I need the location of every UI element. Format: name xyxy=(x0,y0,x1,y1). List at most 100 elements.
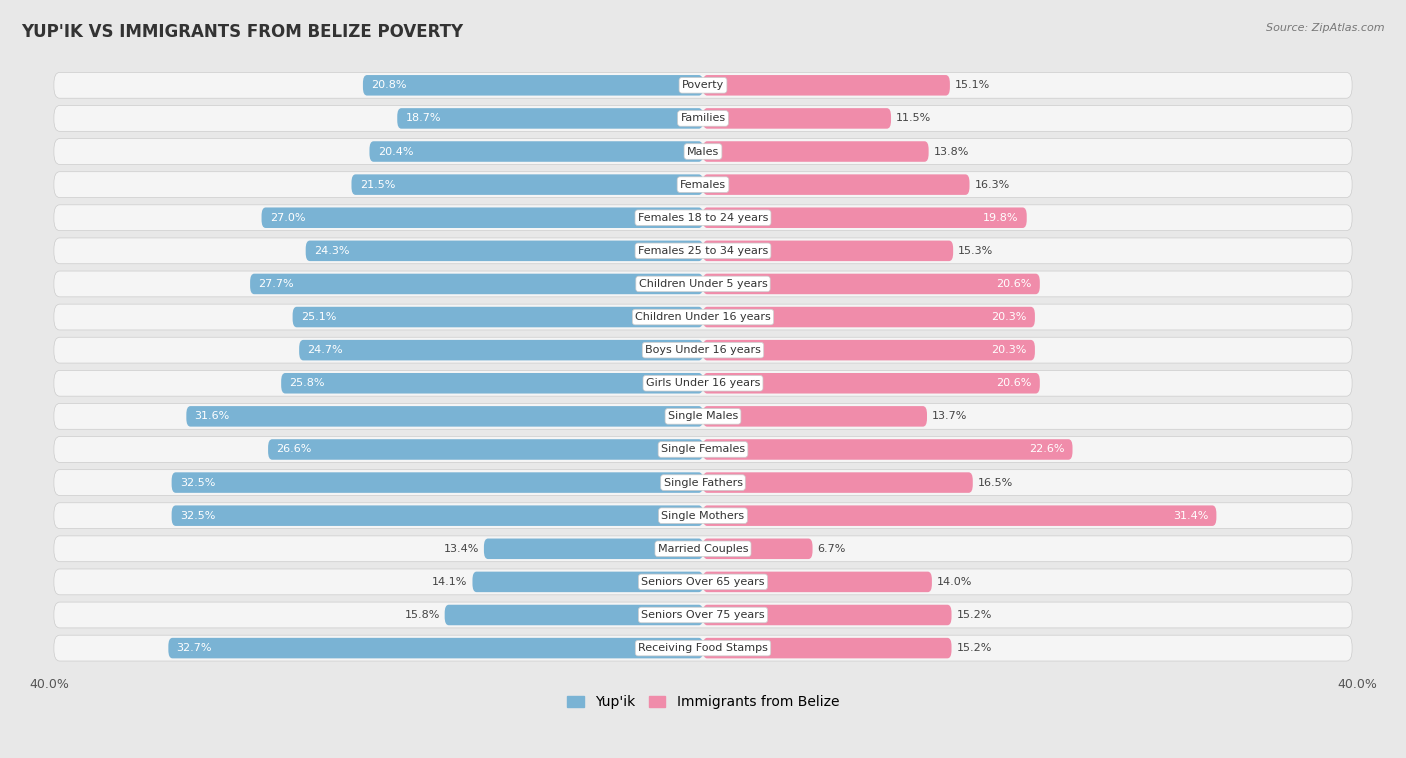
Text: 20.4%: 20.4% xyxy=(378,146,413,156)
FancyBboxPatch shape xyxy=(703,75,950,96)
Text: 24.7%: 24.7% xyxy=(308,345,343,356)
Text: Married Couples: Married Couples xyxy=(658,543,748,554)
Text: Single Fathers: Single Fathers xyxy=(664,478,742,487)
Text: 21.5%: 21.5% xyxy=(360,180,395,190)
Text: Children Under 5 years: Children Under 5 years xyxy=(638,279,768,289)
Text: Females 18 to 24 years: Females 18 to 24 years xyxy=(638,213,768,223)
FancyBboxPatch shape xyxy=(703,108,891,129)
FancyBboxPatch shape xyxy=(472,572,703,592)
FancyBboxPatch shape xyxy=(53,238,1353,264)
FancyBboxPatch shape xyxy=(703,538,813,559)
Text: 14.0%: 14.0% xyxy=(936,577,972,587)
Text: Males: Males xyxy=(688,146,718,156)
FancyBboxPatch shape xyxy=(250,274,703,294)
FancyBboxPatch shape xyxy=(703,240,953,261)
FancyBboxPatch shape xyxy=(703,174,970,195)
Text: 11.5%: 11.5% xyxy=(896,114,931,124)
Text: 24.3%: 24.3% xyxy=(314,246,349,256)
Text: Seniors Over 65 years: Seniors Over 65 years xyxy=(641,577,765,587)
Text: 15.8%: 15.8% xyxy=(405,610,440,620)
FancyBboxPatch shape xyxy=(53,73,1353,99)
FancyBboxPatch shape xyxy=(305,240,703,261)
Text: Single Mothers: Single Mothers xyxy=(661,511,745,521)
FancyBboxPatch shape xyxy=(703,208,1026,228)
FancyBboxPatch shape xyxy=(352,174,703,195)
Text: 15.1%: 15.1% xyxy=(955,80,990,90)
Text: Females: Females xyxy=(681,180,725,190)
FancyBboxPatch shape xyxy=(172,506,703,526)
Text: Poverty: Poverty xyxy=(682,80,724,90)
FancyBboxPatch shape xyxy=(172,472,703,493)
Text: Single Males: Single Males xyxy=(668,412,738,421)
FancyBboxPatch shape xyxy=(53,139,1353,164)
Text: 32.5%: 32.5% xyxy=(180,478,215,487)
FancyBboxPatch shape xyxy=(484,538,703,559)
FancyBboxPatch shape xyxy=(53,105,1353,131)
FancyBboxPatch shape xyxy=(53,569,1353,595)
FancyBboxPatch shape xyxy=(53,205,1353,230)
FancyBboxPatch shape xyxy=(703,439,1073,460)
Text: 15.3%: 15.3% xyxy=(957,246,993,256)
Text: 27.7%: 27.7% xyxy=(259,279,294,289)
Text: Girls Under 16 years: Girls Under 16 years xyxy=(645,378,761,388)
FancyBboxPatch shape xyxy=(53,304,1353,330)
FancyBboxPatch shape xyxy=(703,605,952,625)
FancyBboxPatch shape xyxy=(53,403,1353,429)
Text: Females 25 to 34 years: Females 25 to 34 years xyxy=(638,246,768,256)
FancyBboxPatch shape xyxy=(53,602,1353,628)
Text: YUP'IK VS IMMIGRANTS FROM BELIZE POVERTY: YUP'IK VS IMMIGRANTS FROM BELIZE POVERTY xyxy=(21,23,463,41)
FancyBboxPatch shape xyxy=(53,337,1353,363)
Text: Single Females: Single Females xyxy=(661,444,745,455)
Text: Seniors Over 75 years: Seniors Over 75 years xyxy=(641,610,765,620)
FancyBboxPatch shape xyxy=(187,406,703,427)
FancyBboxPatch shape xyxy=(281,373,703,393)
Text: Source: ZipAtlas.com: Source: ZipAtlas.com xyxy=(1267,23,1385,33)
FancyBboxPatch shape xyxy=(53,172,1353,198)
Text: 15.2%: 15.2% xyxy=(956,610,991,620)
FancyBboxPatch shape xyxy=(444,605,703,625)
FancyBboxPatch shape xyxy=(703,572,932,592)
Text: Boys Under 16 years: Boys Under 16 years xyxy=(645,345,761,356)
FancyBboxPatch shape xyxy=(53,437,1353,462)
Text: 19.8%: 19.8% xyxy=(983,213,1018,223)
FancyBboxPatch shape xyxy=(370,141,703,161)
Text: 20.8%: 20.8% xyxy=(371,80,406,90)
Text: 27.0%: 27.0% xyxy=(270,213,305,223)
Text: 32.5%: 32.5% xyxy=(180,511,215,521)
Text: 16.5%: 16.5% xyxy=(977,478,1012,487)
Text: 15.2%: 15.2% xyxy=(956,643,991,653)
Text: 25.8%: 25.8% xyxy=(290,378,325,388)
Text: 13.7%: 13.7% xyxy=(932,412,967,421)
FancyBboxPatch shape xyxy=(703,340,1035,360)
Text: 20.6%: 20.6% xyxy=(997,378,1032,388)
Text: 31.4%: 31.4% xyxy=(1173,511,1208,521)
FancyBboxPatch shape xyxy=(169,637,703,659)
FancyBboxPatch shape xyxy=(53,536,1353,562)
FancyBboxPatch shape xyxy=(398,108,703,129)
Text: 20.3%: 20.3% xyxy=(991,345,1026,356)
Text: 25.1%: 25.1% xyxy=(301,312,336,322)
FancyBboxPatch shape xyxy=(703,373,1040,393)
FancyBboxPatch shape xyxy=(53,371,1353,396)
Text: 26.6%: 26.6% xyxy=(276,444,312,455)
Text: Families: Families xyxy=(681,114,725,124)
Text: 6.7%: 6.7% xyxy=(817,543,846,554)
Text: 14.1%: 14.1% xyxy=(432,577,468,587)
FancyBboxPatch shape xyxy=(53,503,1353,528)
FancyBboxPatch shape xyxy=(53,470,1353,496)
FancyBboxPatch shape xyxy=(703,141,928,161)
Text: 20.3%: 20.3% xyxy=(991,312,1026,322)
FancyBboxPatch shape xyxy=(292,307,703,327)
FancyBboxPatch shape xyxy=(703,406,927,427)
FancyBboxPatch shape xyxy=(703,637,952,659)
FancyBboxPatch shape xyxy=(262,208,703,228)
Text: 13.8%: 13.8% xyxy=(934,146,969,156)
FancyBboxPatch shape xyxy=(269,439,703,460)
Legend: Yup'ik, Immigrants from Belize: Yup'ik, Immigrants from Belize xyxy=(561,690,845,715)
FancyBboxPatch shape xyxy=(53,271,1353,297)
FancyBboxPatch shape xyxy=(363,75,703,96)
Text: 20.6%: 20.6% xyxy=(997,279,1032,289)
Text: 32.7%: 32.7% xyxy=(177,643,212,653)
Text: 31.6%: 31.6% xyxy=(194,412,229,421)
Text: Children Under 16 years: Children Under 16 years xyxy=(636,312,770,322)
